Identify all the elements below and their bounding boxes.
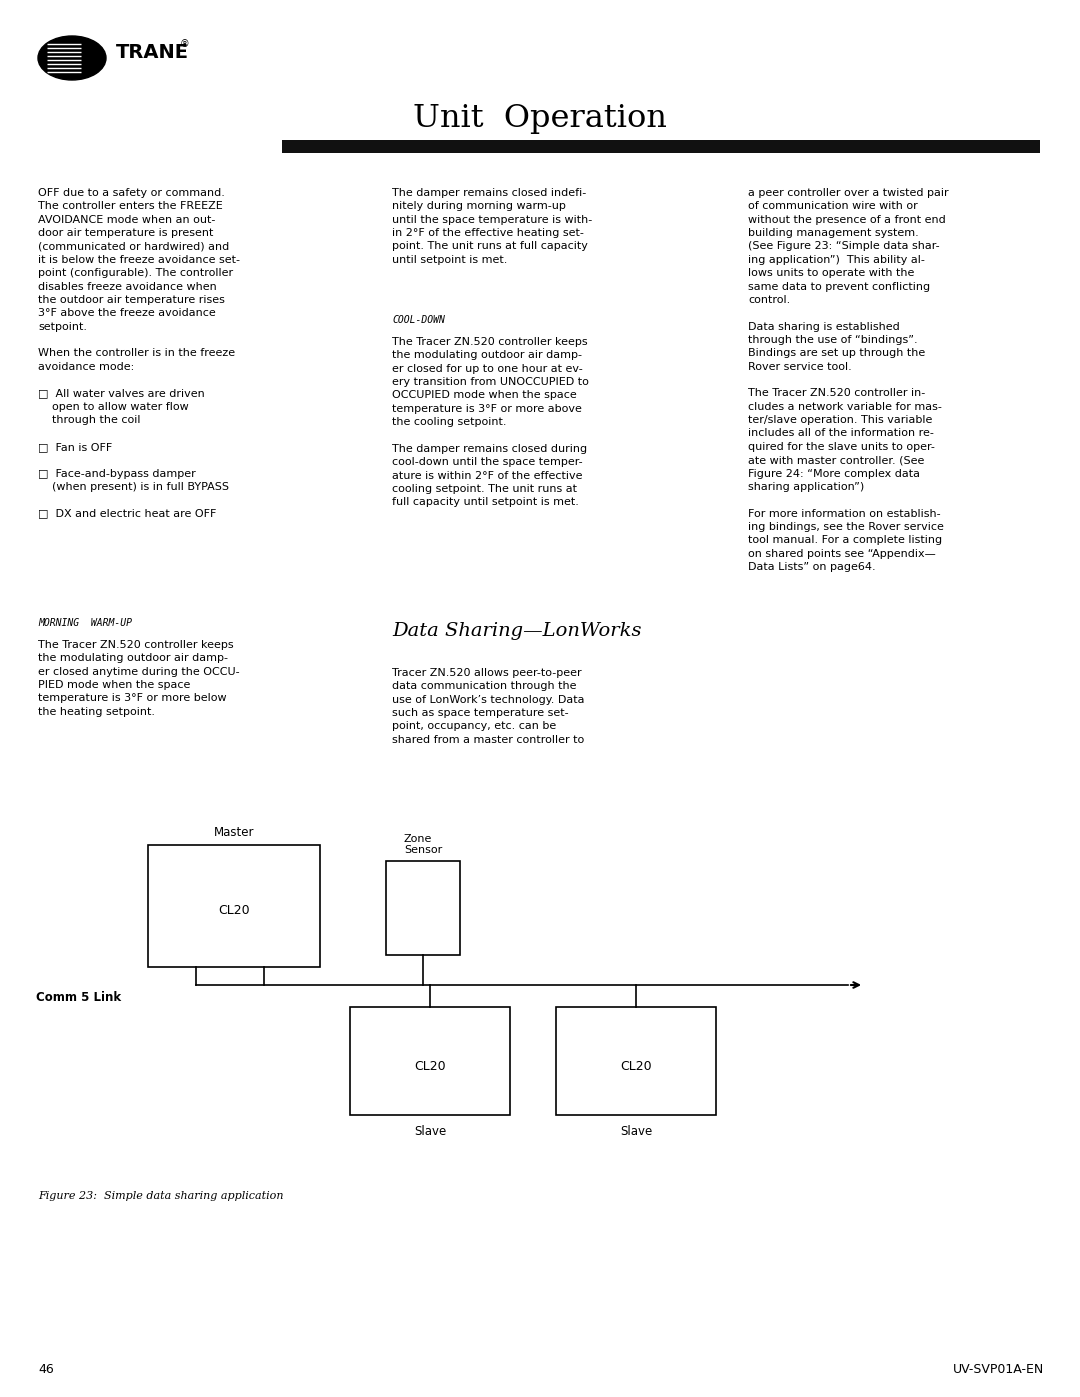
Text: CL20: CL20 [218,904,249,918]
Bar [350,1007,510,1115]
Text: CL20: CL20 [415,1059,446,1073]
Text: MORNING  WARM-UP: MORNING WARM-UP [38,617,132,629]
Bar [148,845,320,967]
Text: Unit  Operation: Unit Operation [413,102,667,134]
Text: Zone
Sensor: Zone Sensor [404,834,442,855]
Text: Figure 23:  Simple data sharing application: Figure 23: Simple data sharing applicati… [38,1192,283,1201]
Text: Slave: Slave [620,1125,652,1139]
Bar [386,861,460,956]
Text: OFF due to a safety or command.
The controller enters the FREEZE
AVOIDANCE mode : OFF due to a safety or command. The cont… [38,189,240,518]
Text: Tracer ZN.520 allows peer-to-peer
data communication through the
use of LonWork’: Tracer ZN.520 allows peer-to-peer data c… [392,668,584,745]
Text: COOL-DOWN: COOL-DOWN [392,314,445,326]
Text: a peer controller over a twisted pair
of communication wire with or
without the : a peer controller over a twisted pair of… [748,189,948,573]
Bar [282,140,1040,154]
Text: CL20: CL20 [620,1059,652,1073]
Text: Data Sharing—LonWorks: Data Sharing—LonWorks [392,622,642,640]
Text: The damper remains closed indefi-
nitely during morning warm-up
until the space : The damper remains closed indefi- nitely… [392,189,592,265]
Text: Master: Master [214,826,254,840]
Text: TRANE: TRANE [116,42,189,61]
Text: ®: ® [180,39,190,49]
Text: Slave: Slave [414,1125,446,1139]
Ellipse shape [38,36,106,80]
Bar [556,1007,716,1115]
Text: The Tracer ZN.520 controller keeps
the modulating outdoor air damp-
er closed fo: The Tracer ZN.520 controller keeps the m… [392,337,589,507]
Text: The Tracer ZN.520 controller keeps
the modulating outdoor air damp-
er closed an: The Tracer ZN.520 controller keeps the m… [38,640,240,717]
Text: 46: 46 [38,1363,54,1376]
Text: Comm 5 Link: Comm 5 Link [36,990,121,1004]
Text: UV-SVP01A-EN: UV-SVP01A-EN [953,1363,1044,1376]
